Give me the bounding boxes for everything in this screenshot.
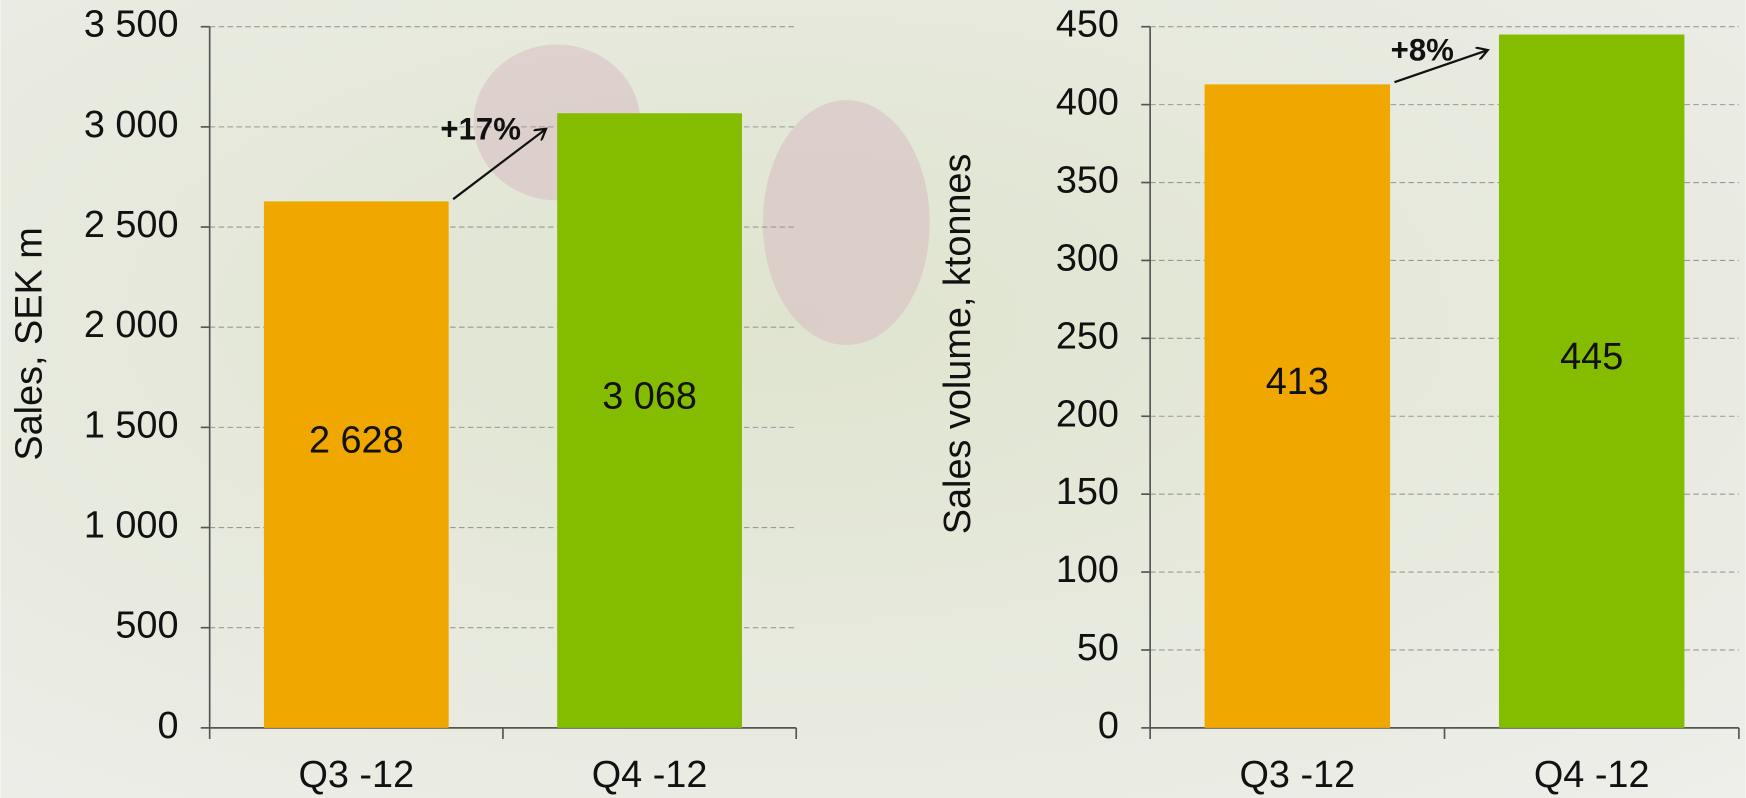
y-axis-label: Sales, SEK m <box>9 227 51 460</box>
y-tick-label: 200 <box>1056 393 1119 435</box>
y-tick-label: 100 <box>1056 549 1119 591</box>
annotation-arrow <box>452 129 546 201</box>
y-tick-label: 1 500 <box>84 404 179 446</box>
annotation: +17% <box>440 111 521 146</box>
annotation-arrow <box>1394 50 1488 84</box>
x-tick-label: Q3 -12 <box>298 754 414 796</box>
y-tick-label: 300 <box>1056 237 1119 279</box>
value-label: 2 628 <box>309 419 404 461</box>
y-axis-label: Sales volume, ktonnes <box>937 154 979 535</box>
bar <box>263 201 449 728</box>
y-tick-label: 3 000 <box>84 104 179 146</box>
y-tick-label: 3 500 <box>84 4 179 46</box>
y-tick-label: 0 <box>157 705 178 747</box>
y-tick-label: 2 000 <box>84 304 179 346</box>
bar <box>1204 84 1391 728</box>
x-tick-label: Q4 -12 <box>1534 754 1650 796</box>
y-tick-label: 400 <box>1056 82 1119 124</box>
value-label: 413 <box>1266 361 1329 403</box>
y-tick-label: 1 000 <box>84 505 179 547</box>
x-tick-label: Q3 -12 <box>1239 754 1355 796</box>
bar <box>1498 34 1685 728</box>
value-label: 445 <box>1560 336 1623 378</box>
value-label: 3 068 <box>602 375 697 417</box>
y-tick-label: 500 <box>115 605 178 647</box>
annotation: +8% <box>1391 33 1454 68</box>
y-tick-label: 50 <box>1077 627 1119 669</box>
y-tick-label: 0 <box>1098 705 1119 747</box>
y-tick-label: 150 <box>1056 471 1119 513</box>
y-tick-label: 350 <box>1056 160 1119 202</box>
x-tick-label: Q4 -12 <box>592 754 708 796</box>
y-tick-label: 2 500 <box>84 204 179 246</box>
bar <box>557 113 742 728</box>
background-decor <box>762 100 930 346</box>
y-tick-label: 450 <box>1056 4 1119 46</box>
y-tick-label: 250 <box>1056 315 1119 357</box>
